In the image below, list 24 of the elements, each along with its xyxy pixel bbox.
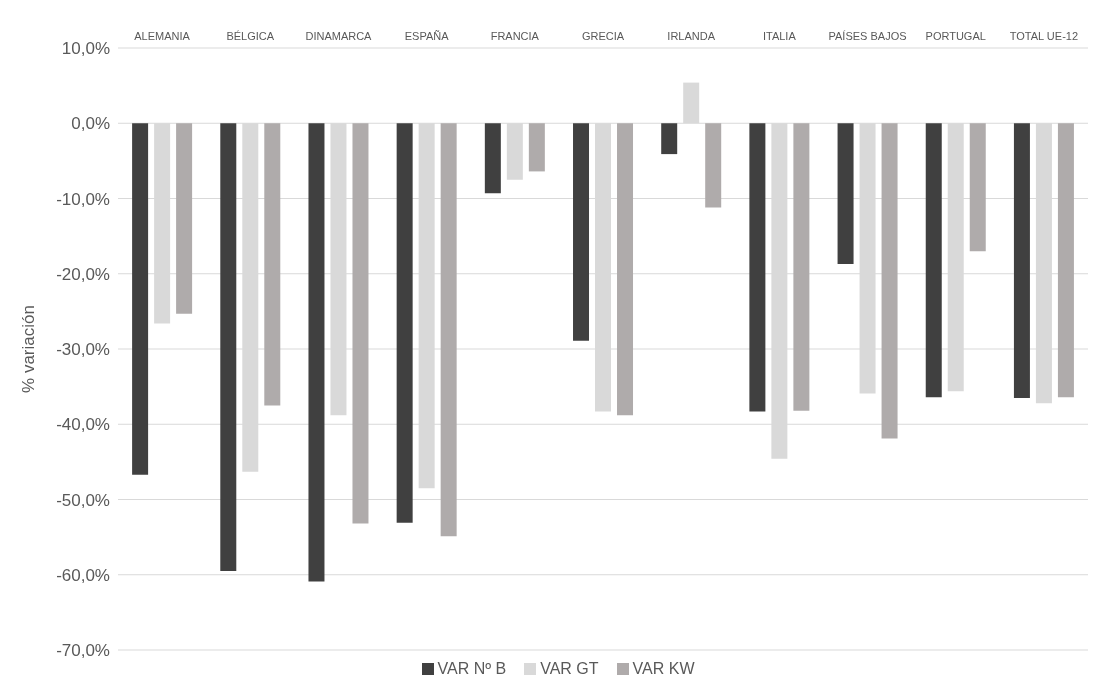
x-tick-label: DINAMARCA	[305, 30, 373, 42]
legend-label: VAR Nº B	[437, 660, 507, 678]
legend-label: VAR GT	[540, 660, 599, 678]
y-tick-label: -60,0%	[56, 565, 110, 585]
y-tick-label: -30,0%	[56, 340, 110, 360]
x-tick-label: TOTAL UE-12	[1009, 30, 1079, 42]
x-tick-label: BÉLGICA	[226, 30, 275, 42]
x-tick-label: ESPAÑA	[404, 30, 450, 42]
y-tick-label: -20,0%	[56, 264, 110, 284]
y-axis-title: % variación	[19, 305, 39, 393]
x-tick-label: PAÍSES BAJOS	[828, 30, 907, 42]
x-tick-label: ALEMANIA	[134, 30, 191, 42]
y-tick-label: -50,0%	[56, 490, 110, 510]
x-tick-label: GRECIA	[581, 30, 625, 42]
y-tick-label: 10,0%	[61, 39, 110, 59]
legend-label: VAR KW	[632, 660, 695, 678]
x-tick-label: ITALIA	[762, 30, 797, 42]
x-tick-label: PORTUGAL	[925, 30, 986, 42]
x-tick-label: IRLANDA	[667, 30, 716, 42]
y-tick-label: -10,0%	[56, 189, 110, 209]
y-tick-label: 0,0%	[71, 114, 110, 134]
x-tick-label: FRANCIA	[490, 30, 540, 42]
y-tick-label: -40,0%	[56, 415, 110, 435]
y-tick-label: -70,0%	[56, 641, 110, 661]
